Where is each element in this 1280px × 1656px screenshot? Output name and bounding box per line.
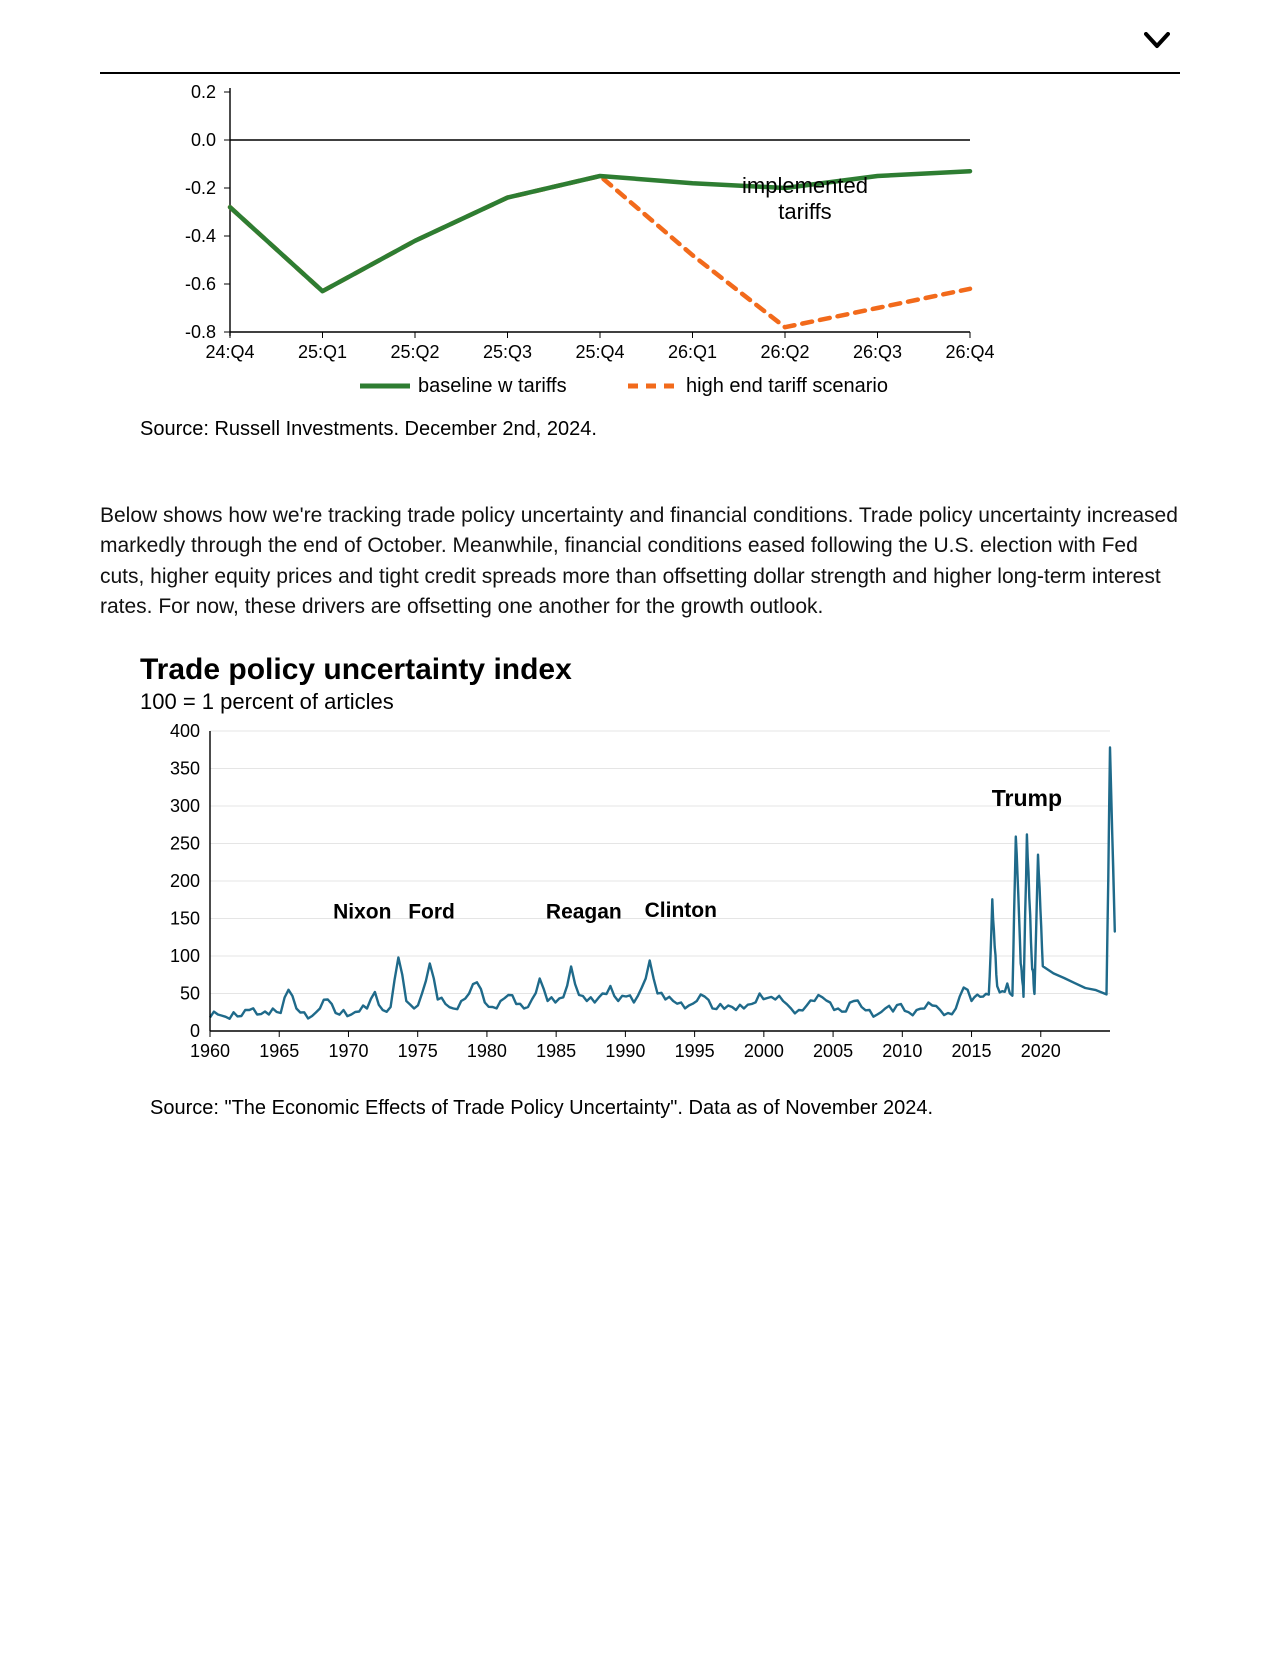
svg-text:Trump: Trump [992,785,1062,811]
svg-text:150: 150 [170,908,200,928]
svg-text:1970: 1970 [328,1041,368,1061]
svg-text:300: 300 [170,796,200,816]
svg-text:25:Q1: 25:Q1 [298,342,347,362]
svg-text:1965: 1965 [259,1041,299,1061]
svg-text:Nixon: Nixon [333,900,391,923]
svg-text:tariffs: tariffs [778,199,831,224]
svg-text:0: 0 [190,1021,200,1041]
tariff-chart-svg: 0.2 0.0 -0.2 -0.4 -0.6 -0.824:Q4 25:Q1 25:Q2 25:… [140,82,1000,412]
svg-text:24:Q4: 24:Q4 [205,342,254,362]
svg-text:25:Q3: 25:Q3 [483,342,532,362]
svg-text:2000: 2000 [744,1041,784,1061]
trade-policy-chart-svg: 400 350 300 250 200 150 100 50 01960 1965 1970 1975… [140,721,1140,1091]
tariff-chart-source: Source: Russell Investments. December 2n… [140,418,1180,441]
svg-text:-0.8: -0.8 [185,322,216,342]
svg-text:26:Q2: 26:Q2 [760,342,809,362]
svg-text:2020: 2020 [1021,1041,1061,1061]
body-paragraph: Below shows how we're tracking trade pol… [100,501,1180,623]
svg-text:26:Q1: 26:Q1 [668,342,717,362]
svg-text:-0.2: -0.2 [185,178,216,198]
svg-text:-0.6: -0.6 [185,274,216,294]
svg-text:2015: 2015 [952,1041,992,1061]
svg-text:1995: 1995 [675,1041,715,1061]
svg-text:350: 350 [170,758,200,778]
svg-text:baseline w tariffs: baseline w tariffs [418,375,567,397]
svg-text:Clinton: Clinton [645,899,717,922]
svg-text:implemented: implemented [742,173,868,198]
trade-policy-chart: Trade policy uncertainty index 100 = 1 p… [100,653,1180,1120]
svg-text:0.0: 0.0 [191,130,216,150]
trade-policy-chart-subtitle: 100 = 1 percent of articles [140,689,1180,715]
trade-policy-chart-source: Source: "The Economic Effects of Trade P… [150,1097,1180,1120]
chevron-down-icon[interactable] [1144,32,1170,50]
svg-text:100: 100 [170,946,200,966]
svg-text:50: 50 [180,983,200,1003]
svg-text:26:Q4: 26:Q4 [945,342,994,362]
svg-text:1960: 1960 [190,1041,230,1061]
svg-text:Ford: Ford [408,900,455,923]
svg-text:25:Q2: 25:Q2 [390,342,439,362]
trade-policy-chart-title: Trade policy uncertainty index [140,653,1180,687]
svg-text:250: 250 [170,833,200,853]
svg-text:1980: 1980 [467,1041,507,1061]
svg-text:200: 200 [170,871,200,891]
svg-text:-0.4: -0.4 [185,226,216,246]
svg-text:high end tariff scenario: high end tariff scenario [686,375,888,397]
svg-text:1975: 1975 [398,1041,438,1061]
svg-text:25:Q4: 25:Q4 [575,342,624,362]
svg-text:26:Q3: 26:Q3 [853,342,902,362]
tariff-chart: 0.2 0.0 -0.2 -0.4 -0.6 -0.824:Q4 25:Q1 25:Q2 25:… [140,82,1180,441]
svg-text:1985: 1985 [536,1041,576,1061]
svg-text:1990: 1990 [605,1041,645,1061]
svg-text:0.2: 0.2 [191,82,216,102]
svg-text:400: 400 [170,721,200,741]
page: 0.2 0.0 -0.2 -0.4 -0.6 -0.824:Q4 25:Q1 25:Q2 25:… [0,0,1280,1320]
svg-text:Reagan: Reagan [546,900,622,923]
svg-text:2005: 2005 [813,1041,853,1061]
svg-text:2010: 2010 [882,1041,922,1061]
top-divider [100,0,1180,74]
